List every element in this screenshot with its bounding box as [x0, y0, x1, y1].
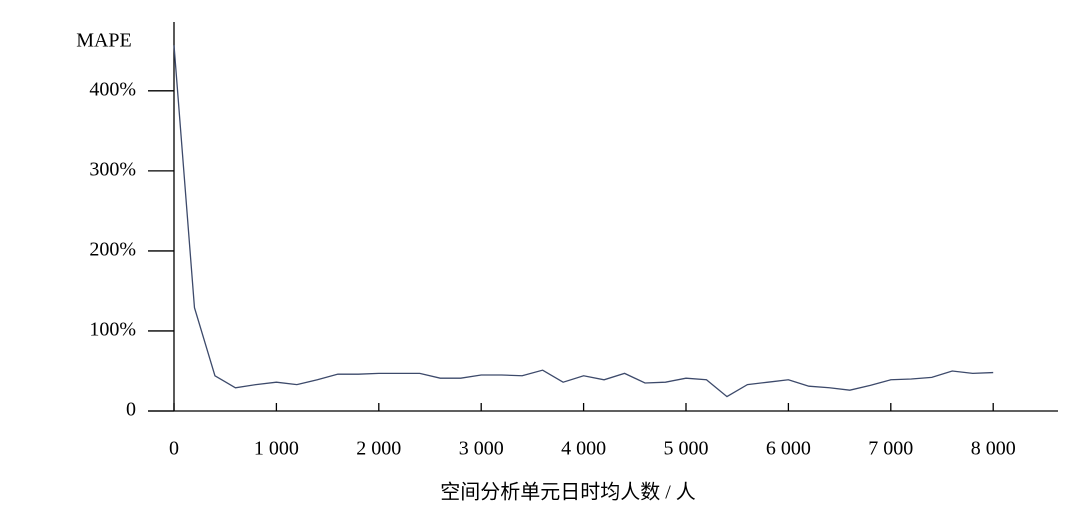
x-tick-label: 0: [169, 438, 179, 460]
x-tick-label: 6 000: [766, 438, 811, 460]
y-tick-label: 400%: [89, 78, 136, 100]
x-tick-label: 4 000: [561, 438, 606, 460]
x-tick-label: 2 000: [356, 438, 401, 460]
y-tick-label: 100%: [89, 319, 136, 341]
x-axis-label: 空间分析单元日时均人数 / 人: [440, 481, 696, 504]
x-tick-label: 5 000: [664, 438, 709, 460]
y-tick-label: 0: [126, 399, 136, 421]
data-line: [173, 45, 994, 398]
x-tick-label: 8 000: [971, 438, 1016, 460]
x-tick-label: 1 000: [254, 438, 299, 460]
y-axis-label: MAPE: [76, 30, 132, 52]
x-tick-label: 7 000: [868, 438, 913, 460]
x-tick-label: 3 000: [459, 438, 504, 460]
y-tick-label: 300%: [89, 158, 136, 180]
y-tick-label: 200%: [89, 239, 136, 261]
